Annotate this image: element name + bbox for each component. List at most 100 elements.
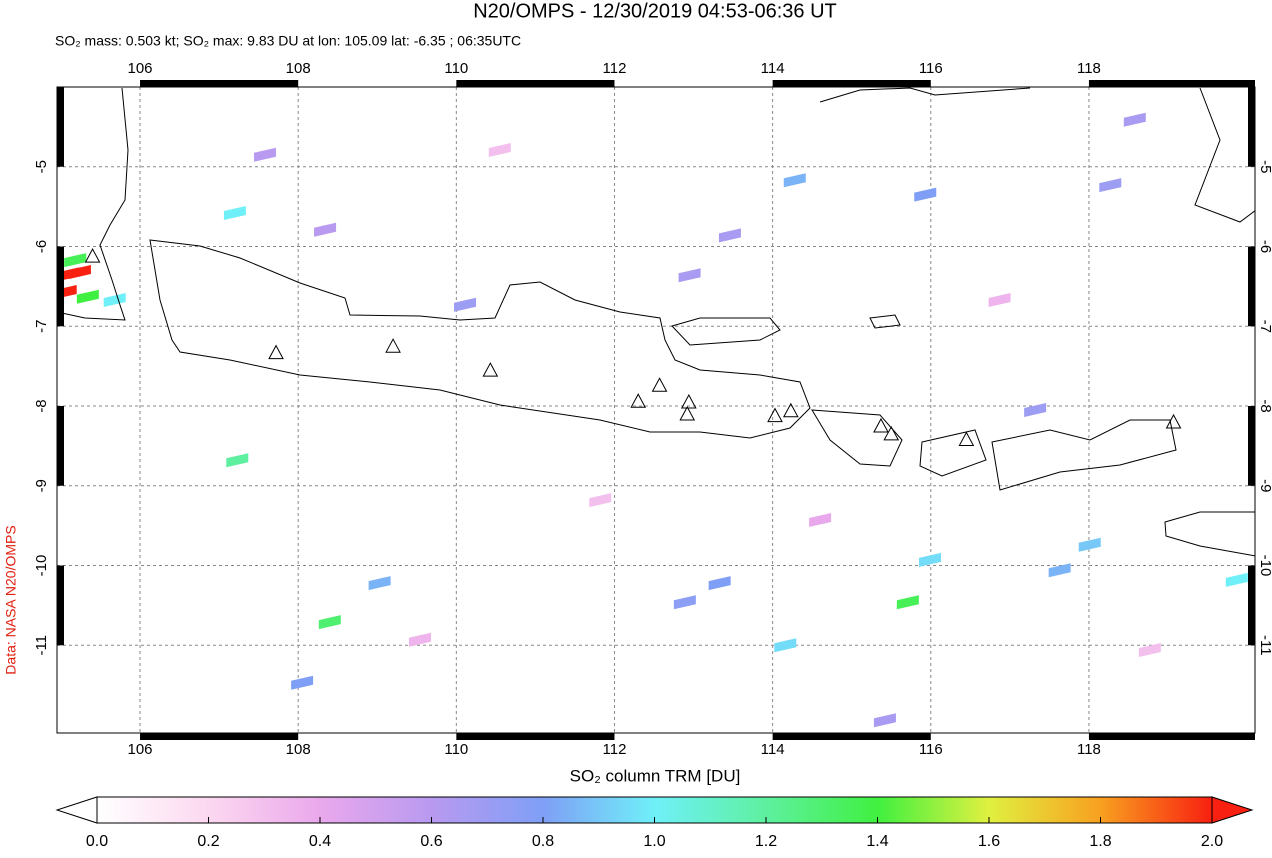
frame-bar <box>456 80 615 87</box>
coastline <box>811 409 903 467</box>
frame-bar <box>456 733 615 740</box>
chart-title: N20/OMPS - 12/30/2019 04:53-06:36 UT <box>473 0 837 22</box>
volcanoes <box>84 248 1182 447</box>
so2-pixel <box>1048 563 1071 578</box>
x-tick-label: 108 <box>286 741 311 758</box>
so2-pixel <box>408 632 431 647</box>
x-tick-label: 106 <box>128 741 153 758</box>
coastlines <box>57 87 1255 557</box>
frame-bar <box>1248 246 1255 327</box>
volcano <box>630 393 647 408</box>
y-tick-label: -6 <box>1257 240 1272 253</box>
volcano <box>782 402 799 418</box>
so2-pixel <box>103 292 126 307</box>
y-tick-label: -5 <box>33 160 50 173</box>
y-tick-label: -11 <box>1257 635 1272 656</box>
volcano <box>651 377 668 392</box>
so2-pixel <box>1078 537 1101 552</box>
so2-pixel <box>1099 178 1122 193</box>
volcano <box>883 425 900 441</box>
so2-pixel <box>1123 112 1146 127</box>
volcano <box>873 417 889 433</box>
y-tick-label: -5 <box>1257 160 1272 173</box>
frame-bar <box>1088 80 1255 87</box>
colorbar-end <box>55 796 98 824</box>
colorbar-tick-label: 0.4 <box>309 833 331 850</box>
so2-pixel <box>223 206 246 221</box>
volcano <box>482 362 499 377</box>
frame-bar <box>140 733 299 740</box>
graticule <box>57 87 1255 733</box>
colorbar-label: SO₂ column TRM [DU] <box>570 766 741 785</box>
colorbar-tick-label: 0.0 <box>86 833 108 850</box>
x-tick-label: 118 <box>1077 741 1101 758</box>
so2-pixel <box>589 493 612 508</box>
so2-pixel <box>873 713 896 728</box>
coastline <box>991 419 1177 491</box>
so2-pixel <box>318 615 341 630</box>
x-tick-label: 112 <box>603 60 627 77</box>
frame-bar <box>772 733 931 740</box>
x-tick-label: 112 <box>603 741 627 758</box>
so2-pixel <box>64 253 87 268</box>
y-tick-label: -9 <box>33 479 50 492</box>
frame-bar <box>1248 406 1255 486</box>
so2-pixel <box>76 289 99 304</box>
frame-bar <box>57 565 64 646</box>
colorbar-tick-label: 1.4 <box>866 833 888 850</box>
y-tick-label: -7 <box>33 320 50 333</box>
so2-pixel <box>253 147 276 162</box>
frame-bar <box>57 406 64 486</box>
map-area <box>57 87 1255 733</box>
x-tick-label: 110 <box>444 60 468 77</box>
coastline <box>819 87 1031 103</box>
frame-border <box>56 86 1256 734</box>
x-tick-label: 116 <box>919 741 943 758</box>
so2-pixel <box>774 638 797 653</box>
x-tick-label: 114 <box>761 60 785 77</box>
so2-pixel <box>783 173 806 188</box>
side-label: Data: NASA N20/OMPS <box>3 525 19 674</box>
so2-pixel <box>488 143 511 158</box>
y-tick-label: -7 <box>1257 320 1272 333</box>
so2-pixel <box>708 576 731 591</box>
frame-bar <box>57 87 64 167</box>
frame-bar <box>1248 565 1255 646</box>
x-tick-label: 106 <box>128 60 153 77</box>
so2-pixel <box>1024 403 1047 417</box>
so2-pixel <box>314 222 337 237</box>
so2-pixel <box>988 292 1011 307</box>
so2-pixel <box>226 453 249 468</box>
colorbar-tick-label: 0.2 <box>197 833 219 850</box>
coastline <box>869 314 901 329</box>
so2-pixel <box>809 513 832 528</box>
y-tick-label: -11 <box>33 635 50 656</box>
volcano <box>680 393 697 409</box>
y-tick-label: -10 <box>1257 555 1272 577</box>
so2-pixel <box>673 595 696 610</box>
so2-pixel <box>678 268 701 283</box>
x-tick-label: 114 <box>761 741 785 758</box>
colorbar-tick-label: 1.6 <box>978 833 1000 850</box>
colorbar-tick-label: 1.2 <box>755 833 777 850</box>
frame <box>56 80 1256 740</box>
volcano <box>679 405 696 421</box>
frame-bar <box>57 246 64 327</box>
volcano <box>84 248 101 263</box>
frame-bar <box>1248 87 1255 167</box>
volcano <box>958 431 975 447</box>
so2-pixel <box>1138 643 1161 658</box>
colorbar-tick-label: 1.8 <box>1089 833 1111 850</box>
x-tick-label: 110 <box>444 741 468 758</box>
subtitle: SO₂ mass: 0.503 kt; SO₂ max: 9.83 DU at … <box>55 33 521 49</box>
y-tick-label: -9 <box>1257 479 1272 492</box>
y-tick-label: -6 <box>33 240 50 253</box>
colorbar-tick-label: 1.0 <box>643 833 665 850</box>
colorbar-end <box>1211 796 1254 824</box>
y-tick-label: -8 <box>1257 399 1272 412</box>
colorbar: 0.0 0.2 0.4 0.6 0.8 1.0 1.2 1.4 1.6 1.8 2.0 <box>55 796 1254 850</box>
frame-bar <box>772 80 931 87</box>
x-tick-label: 116 <box>919 60 943 77</box>
volcano <box>268 344 284 360</box>
